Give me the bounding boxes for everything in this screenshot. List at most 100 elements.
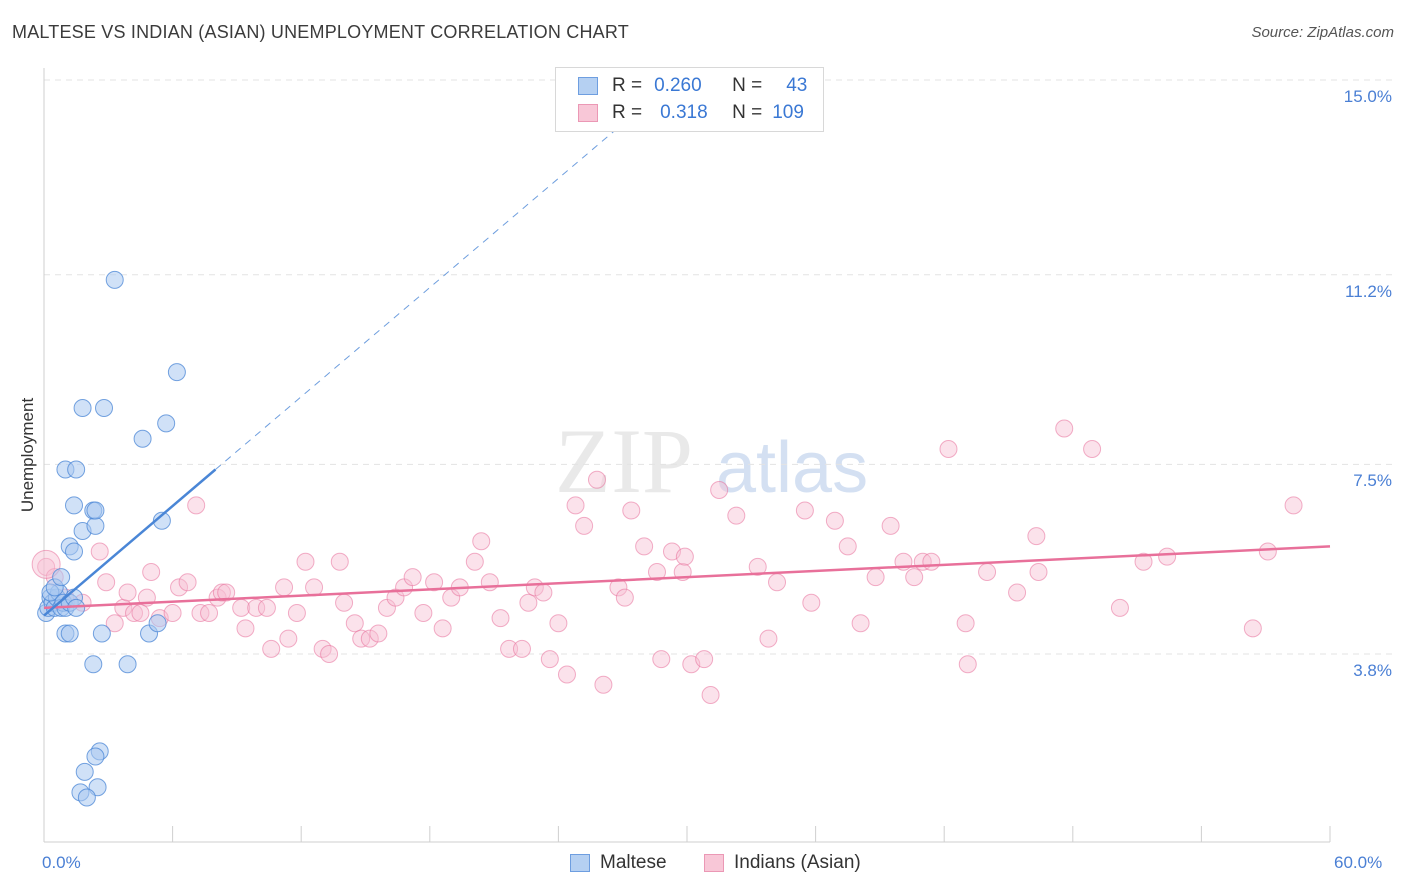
indians-point: [534, 583, 553, 602]
indians-point: [212, 583, 231, 602]
indians-point: [1027, 527, 1046, 546]
indians-point: [939, 440, 958, 458]
y-tick-label: 3.8%: [1353, 661, 1392, 680]
indians-point: [472, 532, 491, 551]
indians-point: [296, 552, 315, 571]
indians-point: [557, 665, 576, 684]
indians-point: [802, 593, 821, 612]
indians-point: [1110, 598, 1129, 617]
indians-point: [1258, 542, 1277, 561]
indians-point: [1134, 552, 1153, 571]
indians-point: [825, 511, 844, 530]
indians-point: [163, 604, 182, 622]
maltese-point: [65, 542, 84, 561]
n-label: N =: [732, 102, 763, 123]
indians-point: [866, 568, 885, 587]
indians-point: [425, 573, 444, 592]
indians-point: [615, 588, 634, 607]
legend-row-maltese: R = 0.260 N = 43: [578, 73, 807, 99]
indians-point: [97, 573, 116, 592]
indians-point: [838, 537, 857, 556]
indians-point: [1029, 563, 1048, 581]
maltese-swatch: [578, 77, 598, 95]
maltese-point: [167, 363, 186, 382]
indians-point: [465, 552, 484, 571]
indians-point: [701, 686, 720, 704]
indians-point: [956, 614, 975, 633]
maltese-point: [92, 624, 111, 643]
indians-point: [500, 639, 519, 658]
indians-point: [335, 593, 354, 612]
maltese-point: [65, 496, 84, 515]
indians-point: [851, 614, 870, 633]
maltese-point: [148, 614, 167, 633]
indians-point: [131, 604, 150, 622]
maltese-point: [67, 460, 86, 479]
indians-point: [1243, 619, 1262, 638]
indians-point: [512, 639, 531, 658]
indians-point: [262, 639, 281, 658]
maltese-trend-line: [43, 468, 217, 617]
indians-point: [881, 516, 900, 535]
indians-point: [200, 604, 219, 622]
maltese-point: [75, 762, 94, 781]
indians-point: [759, 629, 778, 648]
indians-point: [105, 614, 124, 633]
indians-point: [305, 578, 324, 597]
indians-point: [622, 501, 641, 520]
indians-point: [652, 650, 671, 669]
x-tick-label-max: 60.0%: [1334, 853, 1383, 872]
maltese-point: [67, 598, 86, 617]
indians-point: [566, 496, 585, 515]
maltese-point: [84, 655, 103, 674]
maltese-point: [86, 516, 105, 535]
maltese-point: [157, 414, 176, 433]
axes: [43, 68, 1331, 843]
source-label: Source: ZipAtlas.com: [1251, 24, 1394, 41]
indians-point: [710, 481, 729, 499]
maltese-point: [95, 399, 114, 417]
indians-point: [609, 578, 628, 597]
maltese-point: [105, 270, 124, 289]
indians-point: [575, 516, 594, 535]
indians-r-value: 0.318: [660, 102, 708, 123]
maltese-legend-swatch: [570, 854, 590, 872]
indians-point: [519, 593, 538, 612]
indians-point: [978, 563, 997, 581]
r-label: R =: [612, 75, 643, 96]
maltese-point: [133, 429, 152, 448]
indians-point: [958, 655, 977, 674]
indians-point: [1083, 440, 1102, 458]
indians-point: [675, 547, 694, 566]
indians-point: [1284, 496, 1303, 515]
indians-trend-line: [43, 545, 1331, 610]
y-tick-label: 7.5%: [1353, 471, 1392, 491]
maltese-point: [77, 788, 96, 807]
indians-point: [727, 506, 746, 525]
indians-point: [549, 614, 568, 633]
maltese-point: [86, 747, 105, 766]
indians-point: [232, 598, 251, 617]
legend-item-indians[interactable]: Indians (Asian): [704, 852, 861, 874]
maltese-trend-extension: [215, 105, 645, 470]
grid-lines: [44, 79, 1392, 655]
legend-item-maltese[interactable]: Maltese: [570, 852, 667, 874]
maltese-n-value: 43: [786, 75, 808, 96]
indians-point: [360, 629, 379, 648]
y-tick-label: 11.2%: [1345, 281, 1392, 301]
indians-point: [433, 619, 452, 638]
indians-point: [345, 614, 364, 633]
indians-point: [1055, 419, 1074, 438]
maltese-legend-label: Maltese: [600, 852, 667, 873]
watermark-atlas: atlas: [716, 428, 868, 508]
maltese-point: [52, 568, 71, 587]
legend-row-indians: R = 0.318 N = 109: [578, 100, 804, 126]
indians-point: [905, 568, 924, 587]
maltese-point: [86, 501, 105, 520]
indians-point: [1008, 583, 1027, 602]
indians-point: [275, 578, 294, 597]
indians-point: [178, 573, 197, 592]
indians-point: [170, 578, 189, 597]
indians-point: [403, 568, 422, 587]
n-label: N =: [732, 75, 763, 96]
